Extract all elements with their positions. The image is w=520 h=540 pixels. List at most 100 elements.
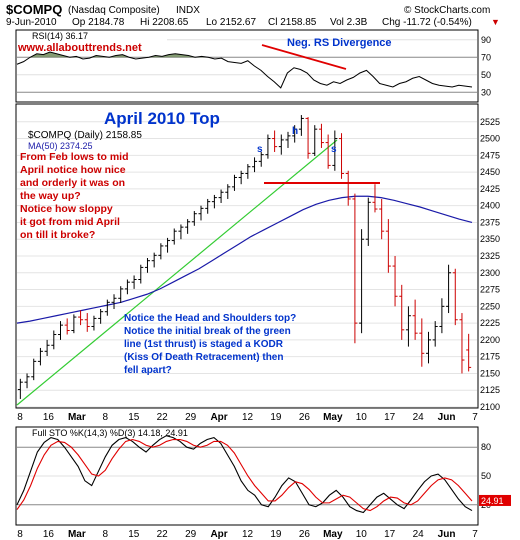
x-axis-label: 16	[43, 412, 55, 423]
header-symbol: $COMPQ	[6, 2, 62, 17]
x-axis-label: 19	[270, 412, 282, 423]
price-bar	[57, 321, 63, 340]
sto-label: Full STO %K(14,3) %D(3) 14.18, 24.91	[32, 428, 188, 438]
header-low: Lo 2152.67	[206, 17, 256, 28]
price-bar	[165, 237, 171, 253]
price-tick-label: 2425	[480, 184, 500, 194]
price-bar	[265, 134, 271, 159]
price-bar	[71, 314, 77, 334]
price-bar	[191, 211, 197, 226]
x-axis-label: Jun	[438, 412, 456, 423]
price-bar	[225, 184, 231, 199]
price-bar	[419, 318, 425, 367]
note-red-line: and orderly it was on	[20, 177, 125, 189]
price-bar	[198, 205, 204, 221]
price-bar	[365, 197, 371, 246]
note-red-line: on till it broke?	[20, 229, 95, 241]
price-bar	[372, 184, 378, 213]
note-red-line: April notice how nice	[20, 164, 126, 176]
x-axis-label: May	[323, 412, 343, 423]
price-bar	[231, 174, 237, 191]
price-tick-label: 2125	[480, 385, 500, 395]
price-tick-label: 2100	[480, 402, 500, 412]
rsi-divergence-label: Neg. RS Divergence	[287, 37, 392, 49]
x-axis-label: 26	[299, 529, 311, 540]
x-axis-label: 17	[384, 529, 396, 540]
price-bar	[98, 309, 104, 324]
price-tick-label: 2150	[480, 368, 500, 378]
x-axis-label: 24	[413, 412, 425, 423]
price-bar	[124, 279, 130, 295]
note-blue-line: fell apart?	[124, 365, 172, 376]
header-name: (Nasdaq Composite)	[68, 5, 160, 16]
price-tick-label: 2250	[480, 301, 500, 311]
x-axis-label: 7	[472, 412, 478, 423]
ma-label: MA(50) 2374.25	[28, 141, 93, 151]
x-axis-label: Apr	[210, 529, 227, 540]
rsi-tick-label: 90	[481, 35, 491, 45]
price-bar	[91, 315, 97, 331]
price-bar	[359, 229, 365, 334]
price-bar	[452, 268, 458, 326]
price-bar	[205, 198, 211, 214]
note-blue-line: Notice the initial break of the green	[124, 326, 291, 337]
price-tick-label: 2350	[480, 234, 500, 244]
price-bar	[185, 219, 191, 234]
price-label: $COMPQ (Daily) 2158.85	[28, 130, 142, 141]
note-red-line: it got from mid April	[20, 216, 120, 228]
x-axis-label: 10	[356, 412, 368, 423]
price-bar	[379, 198, 385, 240]
hs-right-shoulder: s	[331, 144, 337, 155]
header-volume: Vol 2.3B	[330, 17, 368, 28]
sto-k-line	[16, 435, 473, 514]
x-axis-label: 12	[242, 529, 254, 540]
price-bar	[405, 306, 411, 347]
price-bar	[144, 258, 150, 273]
price-bar	[252, 157, 258, 173]
rsi-tick-label: 30	[481, 87, 491, 97]
x-axis-label: Mar	[68, 412, 86, 423]
x-axis-label: 26	[299, 412, 311, 423]
x-axis-label: Apr	[210, 412, 227, 423]
price-tick-label: 2225	[480, 318, 500, 328]
price-bar	[37, 347, 43, 366]
price-bar	[312, 125, 318, 157]
note-red-line: From Feb lows to mid	[20, 151, 129, 163]
header-exchange: INDX	[176, 5, 200, 16]
price-tick-label: 2525	[480, 117, 500, 127]
x-axis-label: 8	[17, 412, 23, 423]
price-bar	[345, 170, 351, 206]
price-bar	[446, 264, 452, 314]
rsi-line	[16, 51, 473, 89]
rsi-divergence-line	[261, 44, 347, 70]
header-open: Op 2184.78	[72, 17, 125, 28]
x-axis-label: Mar	[68, 529, 86, 540]
price-bar	[298, 115, 304, 136]
rsi-overbought-fill	[17, 52, 472, 58]
price-bar	[332, 130, 338, 171]
price-bar	[385, 219, 391, 273]
price-bar	[339, 133, 345, 179]
x-axis-label: 8	[103, 529, 109, 540]
price-bar	[439, 298, 445, 334]
price-tick-label: 2275	[480, 285, 500, 295]
price-bar	[459, 313, 465, 374]
sto-tick-label: 80	[481, 442, 491, 452]
price-bar	[318, 123, 324, 148]
price-tick-label: 2475	[480, 150, 500, 160]
x-axis-label: May	[323, 529, 343, 540]
ma50-line	[16, 195, 473, 324]
price-bar	[178, 224, 184, 240]
price-tick-label: 2300	[480, 268, 500, 278]
price-tick-label: 2200	[480, 335, 500, 345]
price-bar	[278, 134, 284, 155]
price-bar	[432, 321, 438, 347]
sto-d-value-background	[479, 494, 511, 506]
price-bar	[78, 310, 84, 326]
x-axis-label: 15	[128, 529, 140, 540]
note-blue-line: (Kiss Of Death Retracement) then	[124, 352, 283, 363]
sto-tick-label: 50	[481, 471, 491, 481]
x-axis-label: Jun	[438, 529, 456, 540]
rsi-label-background	[17, 31, 167, 41]
